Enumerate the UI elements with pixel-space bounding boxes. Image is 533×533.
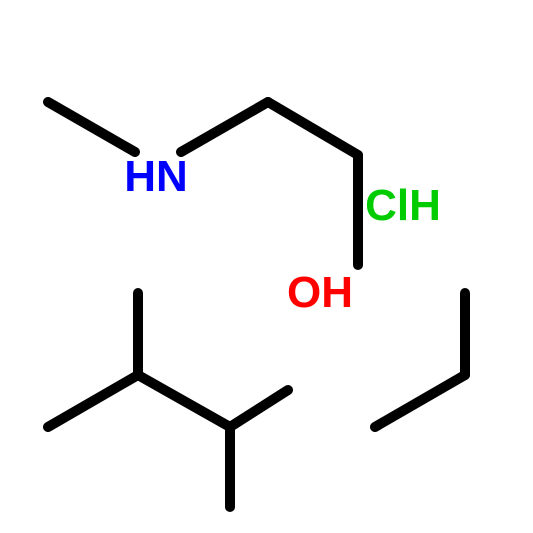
bond-b1: [48, 102, 135, 152]
bonds-layer: [0, 0, 533, 533]
atom-label-hn: HN: [124, 152, 188, 202]
bond-b7: [230, 390, 288, 427]
atom-label-oh: OH: [287, 268, 353, 318]
bond-b2: [181, 102, 268, 152]
atom-label-clh: ClH: [365, 181, 441, 231]
bond-b5: [48, 375, 138, 427]
bond-b6: [138, 375, 230, 427]
chemical-structure-canvas: HN ClH OH: [0, 0, 533, 533]
bond-b10: [375, 375, 465, 427]
bond-b3: [268, 102, 358, 155]
